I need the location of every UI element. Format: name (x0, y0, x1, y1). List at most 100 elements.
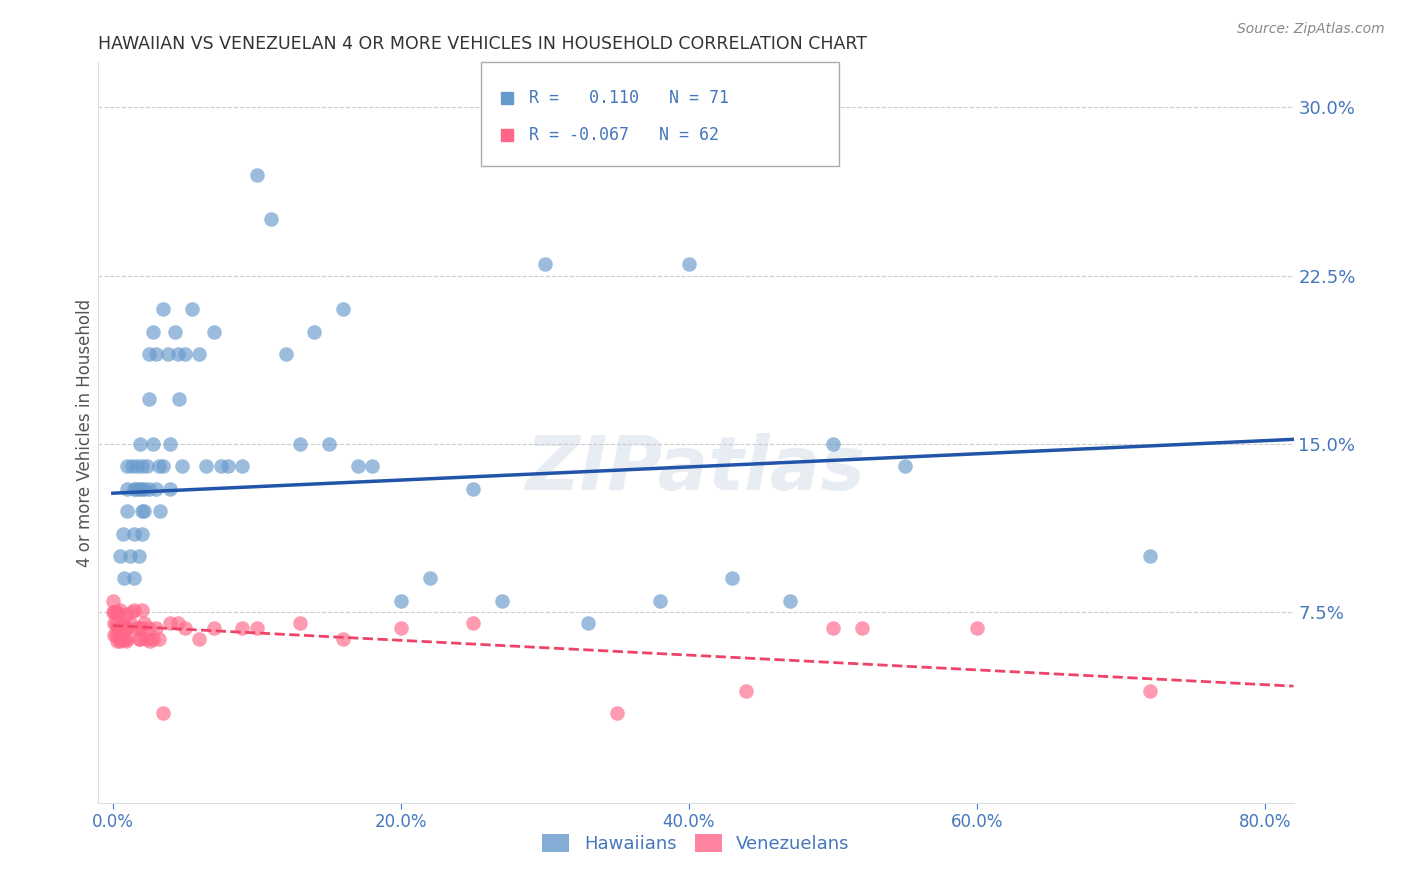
Point (101, 594, 124, 608)
Point (678, 257, 700, 271)
Point (121, 605, 143, 619)
Point (821, 621, 844, 635)
Point (173, 621, 195, 635)
Point (288, 437, 311, 451)
Point (128, 632, 150, 646)
Point (107, 607, 129, 622)
Point (163, 325, 186, 339)
Point (120, 549, 142, 563)
Point (114, 634, 136, 648)
Point (124, 482, 146, 496)
Point (111, 632, 134, 646)
Point (735, 683, 758, 698)
Point (103, 616, 125, 631)
Point (274, 347, 297, 361)
Point (142, 325, 165, 339)
Point (231, 621, 253, 635)
Point (159, 616, 181, 631)
Point (129, 632, 152, 646)
Point (461, 482, 484, 496)
Point (195, 459, 218, 474)
Point (145, 482, 167, 496)
Point (115, 482, 138, 496)
Point (138, 347, 160, 361)
Point (576, 616, 599, 631)
Point (419, 571, 441, 585)
Point (115, 459, 138, 474)
Point (105, 605, 128, 619)
Point (181, 302, 204, 317)
Point (288, 616, 311, 631)
Point (131, 526, 153, 541)
Text: HAWAIIAN VS VENEZUELAN 4 OR MORE VEHICLES IN HOUSEHOLD CORRELATION CHART: HAWAIIAN VS VENEZUELAN 4 OR MORE VEHICLE… (98, 35, 868, 53)
Point (332, 632, 354, 646)
Point (139, 634, 162, 648)
Point (112, 621, 135, 635)
Point (103, 627, 125, 641)
Point (104, 627, 127, 641)
Point (217, 459, 239, 474)
Point (145, 621, 167, 635)
Point (779, 594, 801, 608)
Point (136, 459, 159, 474)
Point (159, 482, 181, 496)
Point (188, 347, 211, 361)
Point (721, 571, 744, 585)
Point (304, 325, 326, 339)
Point (131, 603, 153, 617)
Point (115, 632, 138, 646)
Point (103, 605, 125, 619)
Y-axis label: 4 or more Vehicles in Household: 4 or more Vehicles in Household (76, 299, 94, 566)
Point (105, 634, 128, 648)
Point (131, 504, 153, 518)
Point (346, 459, 368, 474)
Point (104, 616, 127, 631)
Point (851, 621, 873, 635)
Point (167, 392, 190, 406)
Point (115, 504, 138, 518)
Legend: Hawaiians, Venezuelans: Hawaiians, Venezuelans (536, 827, 856, 861)
Point (108, 603, 131, 617)
Point (145, 347, 167, 361)
Point (108, 549, 131, 563)
Text: ZIPatlas: ZIPatlas (526, 434, 866, 506)
Point (173, 347, 195, 361)
Point (260, 212, 283, 227)
Point (131, 459, 153, 474)
Point (389, 621, 412, 635)
Point (138, 392, 160, 406)
Point (129, 437, 152, 451)
Point (152, 302, 174, 317)
Point (107, 621, 129, 635)
Point (821, 437, 844, 451)
Point (966, 621, 988, 635)
Point (152, 706, 174, 720)
Point (134, 482, 156, 496)
Point (142, 437, 165, 451)
Point (246, 621, 269, 635)
Point (361, 459, 384, 474)
Point (148, 632, 170, 646)
Point (108, 621, 131, 635)
Point (166, 616, 188, 631)
Text: R =   0.110   N = 71: R = 0.110 N = 71 (529, 89, 728, 107)
Point (648, 594, 671, 608)
Point (124, 526, 146, 541)
Point (159, 437, 181, 451)
Point (170, 459, 193, 474)
Point (111, 616, 134, 631)
Point (389, 594, 412, 608)
Point (120, 616, 142, 631)
Point (1139, 549, 1161, 563)
Point (110, 632, 132, 646)
Point (461, 616, 484, 631)
Point (125, 482, 148, 496)
Point (166, 347, 188, 361)
Point (138, 482, 160, 496)
Point (125, 621, 148, 635)
Point (128, 621, 150, 635)
Point (231, 459, 253, 474)
Point (121, 459, 143, 474)
Point (112, 571, 135, 585)
Point (893, 459, 915, 474)
